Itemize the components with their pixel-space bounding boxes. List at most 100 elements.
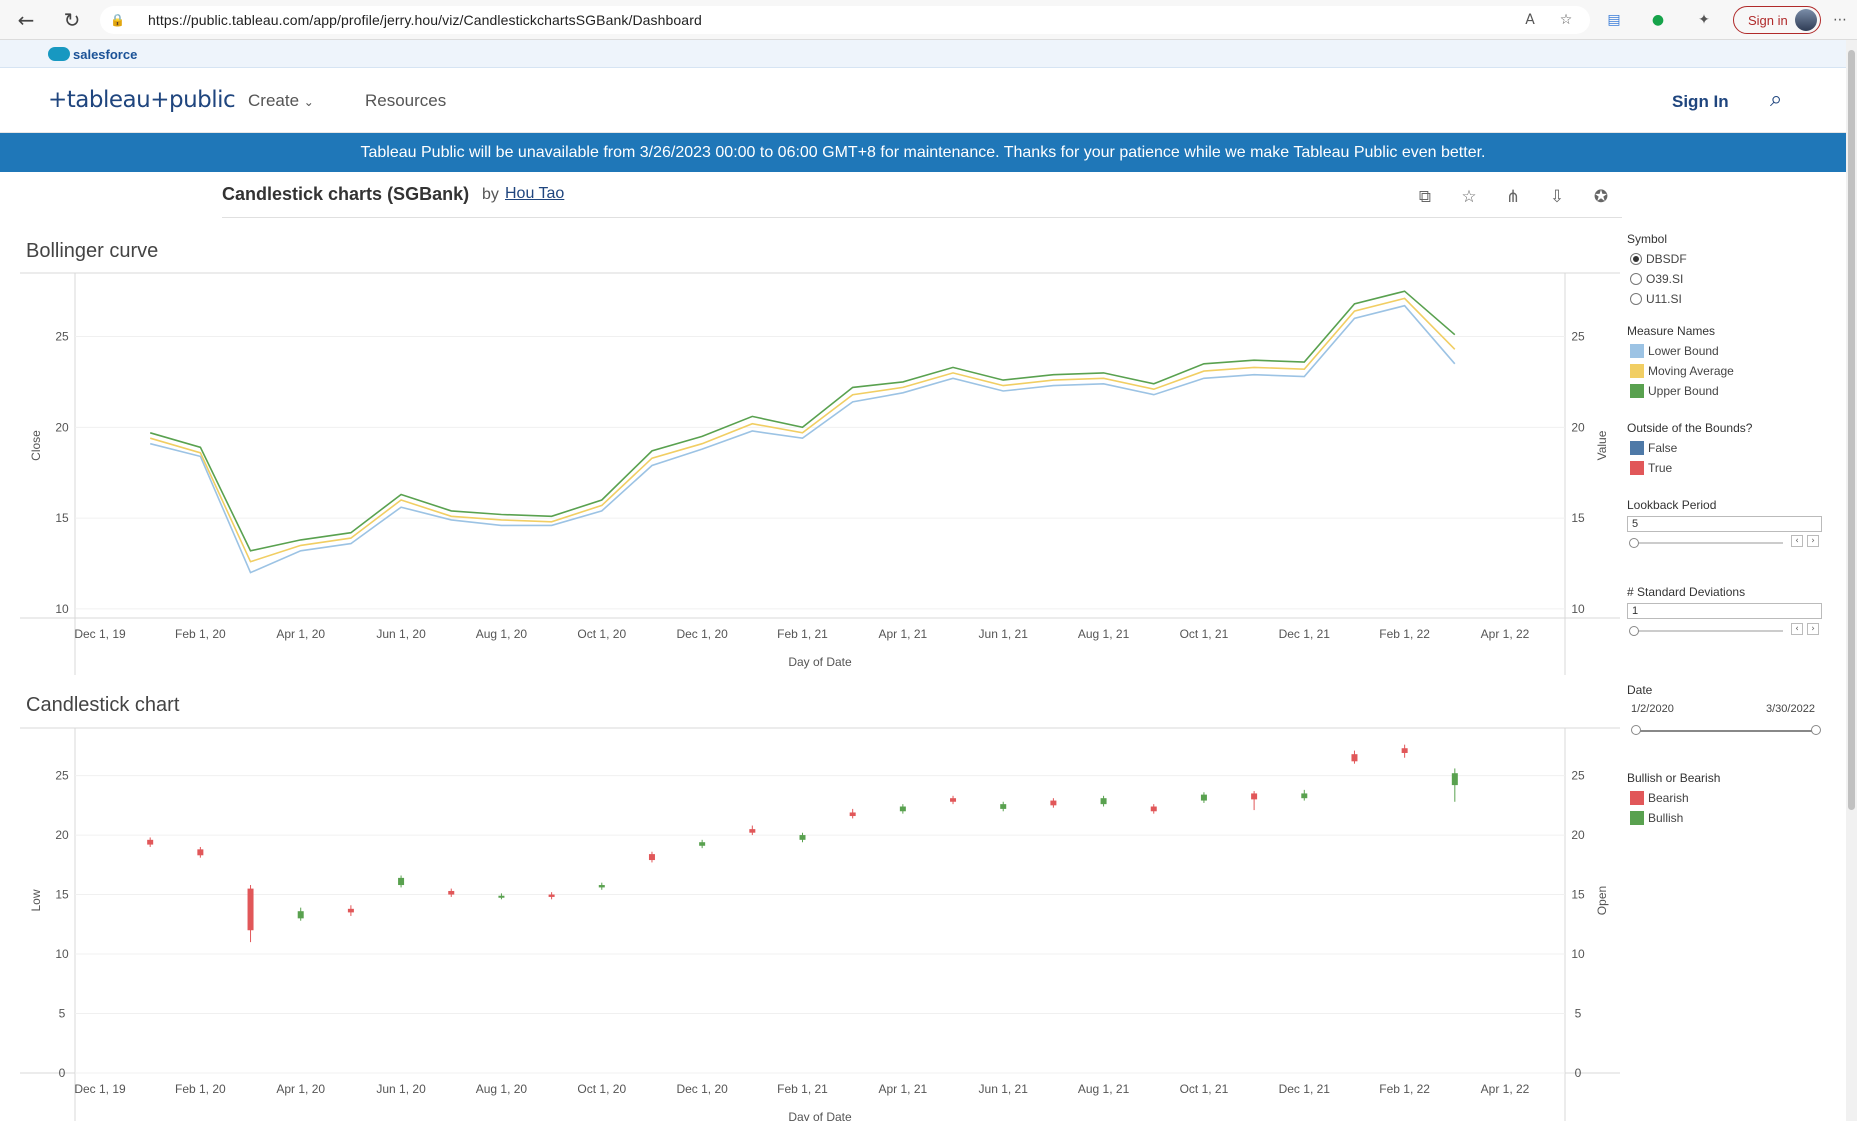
search-icon[interactable]: ⌕: [1770, 87, 1783, 112]
candlestick-y2-tick-label: 20: [1571, 828, 1585, 842]
candlestick-x-tick-label: Feb 1, 20: [175, 1082, 226, 1096]
bollinger-x-tick-label: Jun 1, 20: [376, 627, 426, 641]
legend-item-bullish[interactable]: Bullish: [1630, 810, 1683, 826]
candle-body-bullish: [1000, 804, 1007, 809]
symbol-option-dbsdf[interactable]: DBSDF: [1630, 251, 1687, 267]
candle-body-bullish: [899, 806, 906, 812]
candle-body-bullish: [398, 877, 405, 886]
symbol-filter-title: Symbol: [1627, 232, 1668, 246]
std-dev-slider-knob[interactable]: [1629, 626, 1639, 636]
maintenance-banner: Tableau Public will be unavailable from …: [0, 133, 1846, 172]
std-dev-slider-track[interactable]: [1633, 630, 1783, 632]
lookback-slider-knob[interactable]: [1629, 538, 1639, 548]
bollinger-x-tick-label: Aug 1, 21: [1078, 627, 1130, 641]
swatch: [1630, 364, 1644, 378]
bollinger-x-axis-title: Day of Date: [788, 655, 852, 669]
candlestick-y-tick-label: 10: [55, 947, 69, 961]
candlestick-y-tick-label: 25: [55, 769, 69, 783]
lookback-increment-button[interactable]: ›: [1807, 535, 1819, 547]
salesforce-strip: salesforce: [0, 40, 1850, 68]
bollinger-x-tick-label: Dec 1, 20: [676, 627, 728, 641]
lookback-period-input[interactable]: 5: [1627, 516, 1822, 532]
star-icon[interactable]: ☆: [1461, 187, 1477, 207]
viz-title-row: Candlestick charts (SGBank) by Hou Tao ⧉…: [222, 178, 1622, 218]
swatch: [1630, 461, 1644, 475]
share-icon[interactable]: ⋔: [1505, 187, 1521, 207]
series-line-upper-bound: [149, 290, 1456, 552]
bollinger-x-tick-label: Feb 1, 20: [175, 627, 226, 641]
sign-in-link[interactable]: Sign In: [1672, 92, 1729, 111]
candle-body-bearish: [950, 798, 957, 802]
lookback-decrement-button[interactable]: ‹: [1791, 535, 1803, 547]
salesforce-logo[interactable]: salesforce: [48, 45, 137, 63]
symbol-option-u11[interactable]: U11.SI: [1630, 291, 1682, 307]
legend-item-lower-bound[interactable]: Lower Bound: [1630, 343, 1719, 359]
scrollbar-thumb[interactable]: [1848, 50, 1855, 810]
radio-icon[interactable]: [1630, 293, 1642, 305]
bollinger-y2-axis-title: Value: [1595, 430, 1609, 460]
browser-toolbar: ← ↻ 🔒 https://public.tableau.com/app/pro…: [0, 0, 1857, 40]
std-dev-decrement-button[interactable]: ‹: [1791, 623, 1803, 635]
candle-body-bullish: [799, 835, 806, 840]
bollinger-y2-tick-label: 25: [1571, 330, 1585, 344]
swatch: [1630, 811, 1644, 825]
candle-body-bullish: [699, 842, 706, 846]
author-link[interactable]: Hou Tao: [505, 185, 565, 202]
grammarly-icon[interactable]: ●: [1651, 12, 1665, 28]
candle-body-bullish: [1301, 793, 1308, 799]
legend-item-true[interactable]: True: [1630, 460, 1672, 476]
bollinger-x-tick-label: Feb 1, 21: [777, 627, 828, 641]
legend-item-upper-bound[interactable]: Upper Bound: [1630, 383, 1719, 399]
date-end-handle[interactable]: [1811, 725, 1821, 735]
candle-body-bearish: [1150, 806, 1157, 812]
candlestick-y2-axis-title: Open: [1595, 886, 1609, 915]
candle-body-bullish: [498, 895, 505, 898]
std-dev-input[interactable]: 1: [1627, 603, 1822, 619]
candle-body-bearish: [548, 894, 555, 897]
document-icon[interactable]: ▤: [1607, 12, 1621, 28]
candlestick-chart-title: Candlestick chart: [26, 694, 180, 716]
nav-resources[interactable]: Resources: [365, 91, 447, 110]
candlestick-y-tick-label: 15: [55, 888, 69, 902]
address-bar[interactable]: 🔒 https://public.tableau.com/app/profile…: [100, 6, 1590, 34]
candlestick-chart[interactable]: 25 25 20 20 15 15 10 10 5 5 0 0 Dec 1, 19 Feb 1, 20 Ap…: [0, 720, 1620, 1121]
browser-signin-button[interactable]: Sign in: [1733, 6, 1821, 34]
std-dev-increment-button[interactable]: ›: [1807, 623, 1819, 635]
candlestick-x-tick-label: Dec 1, 21: [1279, 1082, 1331, 1096]
bollinger-x-tick-label: Oct 1, 21: [1180, 627, 1229, 641]
radio-icon[interactable]: [1630, 273, 1642, 285]
candle-body-bearish: [648, 854, 655, 861]
avatar: [1795, 9, 1817, 31]
lookback-slider-track[interactable]: [1633, 542, 1783, 544]
legend-item-false[interactable]: False: [1630, 440, 1677, 456]
candle-body-bullish: [297, 911, 304, 919]
back-icon[interactable]: ←: [17, 8, 35, 32]
candlestick-x-tick-label: Oct 1, 20: [577, 1082, 626, 1096]
extensions-icon[interactable]: ✦: [1698, 12, 1710, 28]
radio-icon[interactable]: [1630, 253, 1642, 265]
favorites-icon[interactable]: ☆: [1559, 12, 1573, 28]
url-text: https://public.tableau.com/app/profile/j…: [148, 12, 702, 28]
reload-icon[interactable]: ↻: [63, 8, 81, 32]
date-start-handle[interactable]: [1631, 725, 1641, 735]
date-filter-title: Date: [1627, 683, 1653, 697]
candlestick-y2-tick-label: 10: [1571, 947, 1585, 961]
candle-body-bullish: [1100, 798, 1107, 805]
bollinger-chart[interactable]: 25 25 20 20 15 15 10 10 Dec 1, 19 Feb 1, 20 Apr 1,…: [0, 265, 1620, 675]
date-range-track[interactable]: [1636, 730, 1816, 732]
candle-body-bearish: [1050, 800, 1057, 806]
more-icon[interactable]: ⋯: [1833, 12, 1847, 28]
candlestick-x-tick-label: Feb 1, 22: [1379, 1082, 1430, 1096]
legend-item-bearish[interactable]: Bearish: [1630, 790, 1689, 806]
page-scrollbar[interactable]: [1846, 40, 1857, 1121]
read-aloud-icon[interactable]: A: [1525, 12, 1535, 28]
download-icon[interactable]: ⇩: [1549, 187, 1565, 207]
copy-icon[interactable]: ⧉: [1418, 187, 1432, 207]
legend-item-moving-average[interactable]: Moving Average: [1630, 363, 1734, 379]
symbol-option-o39[interactable]: O39.SI: [1630, 271, 1683, 287]
nav-create[interactable]: Create ⌄: [248, 91, 314, 110]
badge-icon[interactable]: ✪: [1593, 187, 1609, 207]
viz-by: by: [482, 186, 499, 203]
tableau-public-logo[interactable]: +tableau+public: [48, 87, 236, 113]
candlestick-y2-tick-label: 5: [1575, 1007, 1582, 1021]
